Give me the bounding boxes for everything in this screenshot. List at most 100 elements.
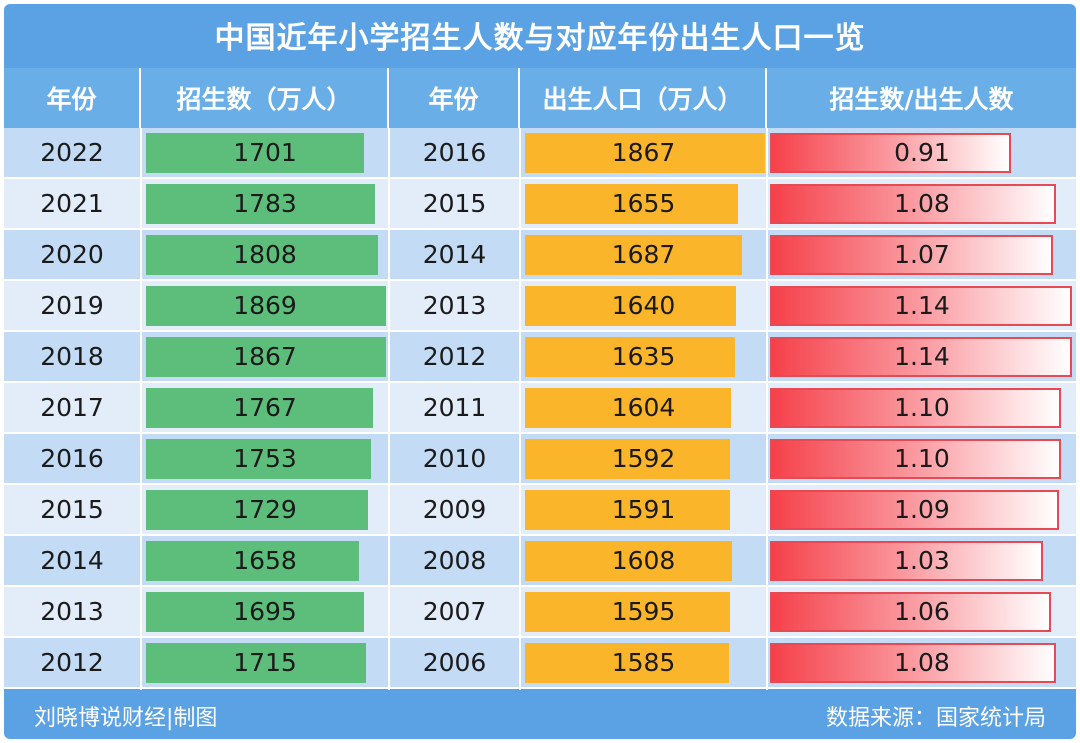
enrollment-bar [146,490,368,530]
enrollment-bar [146,439,371,479]
table-row: 2016 1753 2010 1592 1.10 [4,434,1076,485]
enroll-year-cell: 2020 [40,240,104,269]
births-value: 1608 [611,546,676,575]
enroll-year-cell: 2014 [40,546,104,575]
enrollment-bar [146,286,386,326]
births-bar [525,286,736,326]
enrollment-bar [146,388,373,428]
births-bar [525,184,738,224]
enrollment-value: 1753 [233,444,297,473]
table-row: 2020 1808 2014 1687 1.07 [4,230,1076,281]
column-divider [519,128,521,690]
births-value: 1592 [611,444,676,473]
birth-year-cell: 2007 [422,597,487,626]
births-bar [525,643,729,683]
births-bar [525,388,731,428]
table-row: 2019 1869 2013 1640 1.14 [4,281,1076,332]
row-separator [4,483,1076,485]
row-separator [4,636,1076,638]
ratio-bar [770,184,1056,224]
ratio-bar [770,592,1051,632]
ratio-bar [770,643,1056,683]
enrollment-value: 1701 [233,138,297,167]
ratio-value: 1.03 [894,546,950,575]
table-body: 2022 1701 2016 1867 0.91 2021 1783 2015 1655 1.08… [4,128,1076,690]
birth-year-cell: 2013 [422,291,487,320]
chart-frame: 中国近年小学招生人数与对应年份出生人口一览 年份 招生数（万人） 年份 出生人口… [4,4,1076,739]
enrollment-value: 1767 [233,393,297,422]
ratio-bar [770,490,1059,530]
enrollment-bar [146,133,364,173]
births-bar [525,490,730,530]
births-value: 1640 [611,291,676,320]
birth-year-cell: 2016 [422,138,487,167]
header-ratio: 招生数/出生人数 [829,85,1014,114]
births-value: 1687 [611,240,676,269]
row-separator [4,279,1076,281]
table-header: 年份 招生数（万人） 年份 出生人口（万人） 招生数/出生人数 [4,68,1076,128]
header-births: 出生人口（万人） [520,68,767,128]
ratio-bar [770,337,1072,377]
enrollment-value: 1695 [233,597,297,626]
ratio-value: 1.10 [894,444,950,473]
enrollment-bar [146,337,386,377]
enroll-year-cell: 2018 [40,342,104,371]
births-bar [525,592,730,632]
table-row: 2018 1867 2012 1635 1.14 [4,332,1076,383]
column-divider [140,128,142,690]
births-bar [525,133,765,173]
enrollment-value: 1715 [233,648,297,677]
births-value: 1585 [611,648,676,677]
birth-year-cell: 2014 [422,240,487,269]
enrollment-bar [146,235,378,275]
enrollment-value: 1867 [233,342,297,371]
births-value: 1867 [611,138,676,167]
row-separator [4,228,1076,230]
enroll-year-cell: 2022 [40,138,104,167]
ratio-value: 1.07 [894,240,950,269]
enroll-year-cell: 2017 [40,393,104,422]
birth-year-cell: 2012 [422,342,487,371]
enroll-year-cell: 2019 [40,291,104,320]
footer-credit: 刘晓博说财经|制图 [34,705,218,731]
ratio-value: 1.06 [894,597,950,626]
ratio-value: 1.08 [894,189,950,218]
births-value: 1635 [611,342,676,371]
births-bar [525,235,742,275]
table-row: 2022 1701 2016 1867 0.91 [4,128,1076,179]
ratio-bar [770,133,1011,173]
ratio-bar [770,388,1061,428]
enrollment-value: 1869 [233,291,297,320]
births-bar [525,337,735,377]
enrollment-bar [146,592,364,632]
birth-year-cell: 2010 [422,444,487,473]
footer-source: 数据来源：国家统计局 [825,705,1046,731]
enroll-year-cell: 2021 [40,189,104,218]
births-value: 1655 [611,189,676,218]
birth-year-cell: 2006 [422,648,487,677]
births-bar [525,541,732,581]
enrollment-value: 1808 [233,240,297,269]
ratio-value: 1.14 [894,342,950,371]
ratio-bar [770,439,1061,479]
ratio-bar [770,235,1053,275]
row-separator [4,330,1076,332]
table-row: 2021 1783 2015 1655 1.08 [4,179,1076,230]
enrollment-bar [146,541,359,581]
ratio-value: 0.91 [894,138,950,167]
header-enroll-year: 年份 [4,68,141,128]
row-separator [4,432,1076,434]
enroll-year-cell: 2013 [40,597,104,626]
footer: 刘晓博说财经|制图 数据来源：国家统计局 [4,692,1076,739]
column-divider [388,128,390,690]
table-row: 2012 1715 2006 1585 1.08 [4,638,1076,689]
table-row: 2013 1695 2007 1595 1.06 [4,587,1076,638]
header-birth-year: 年份 [389,68,520,128]
enroll-year-cell: 2016 [40,444,104,473]
birth-year-cell: 2009 [422,495,487,524]
row-separator [4,381,1076,383]
ratio-bar [770,286,1072,326]
enrollment-bar [146,643,366,683]
table-row: 2015 1729 2009 1591 1.09 [4,485,1076,536]
enrollment-value: 1729 [233,495,297,524]
